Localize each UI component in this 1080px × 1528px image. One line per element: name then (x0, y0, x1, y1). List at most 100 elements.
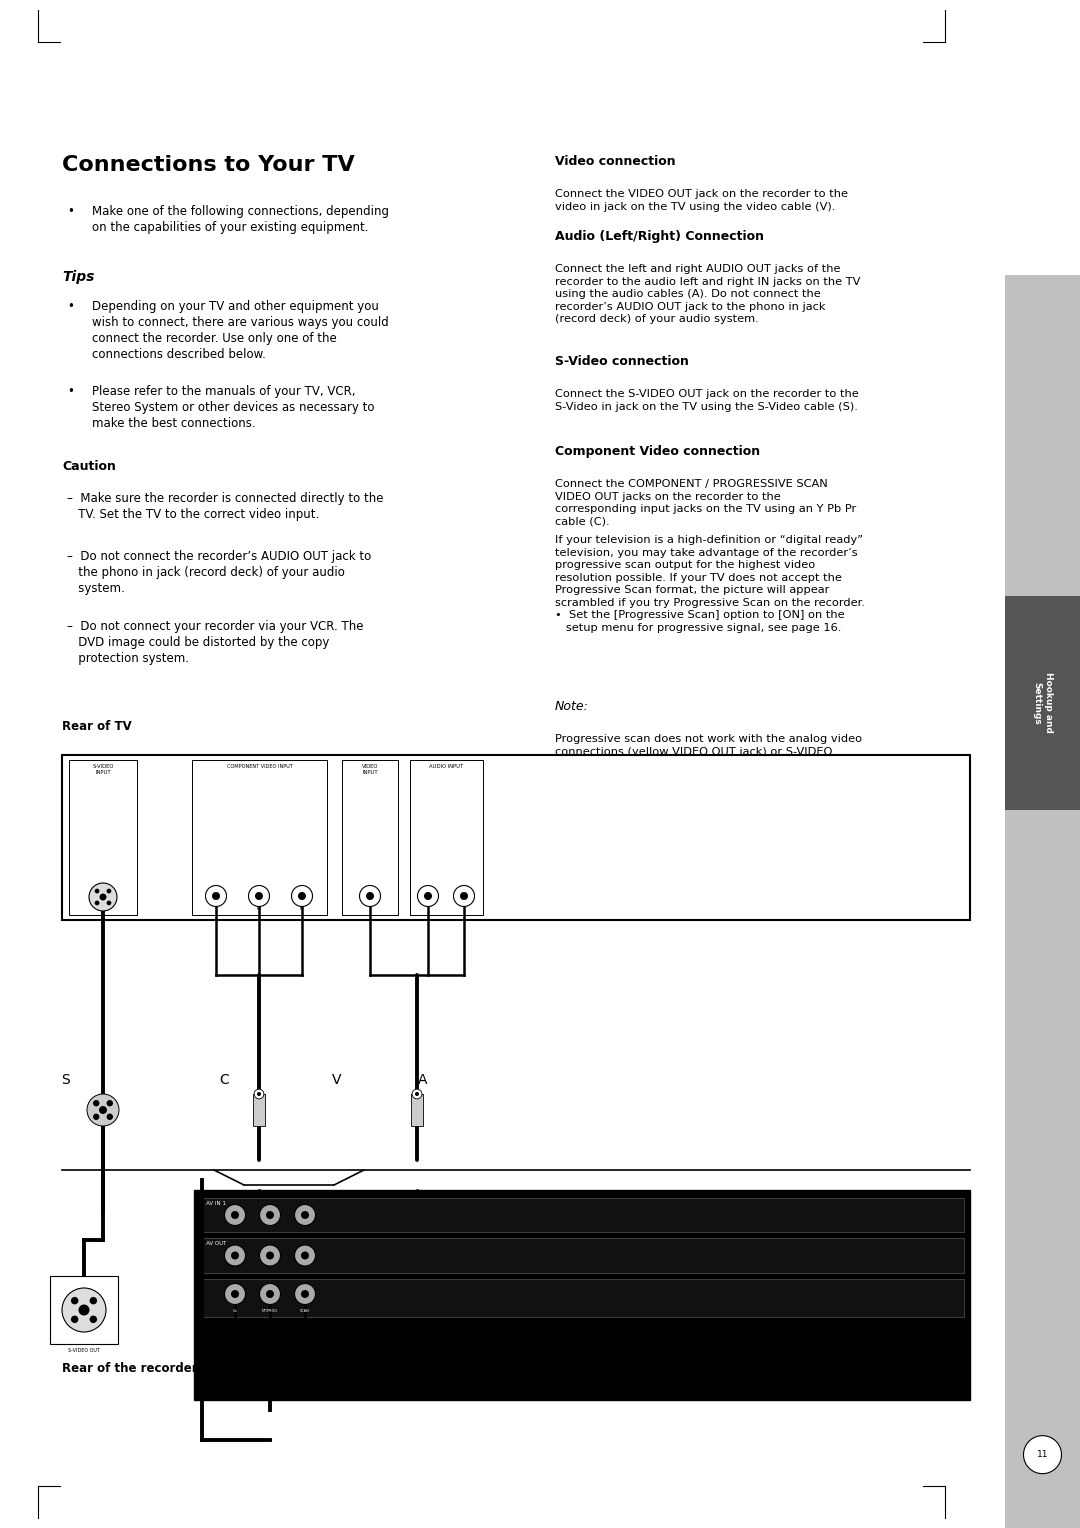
Circle shape (231, 1290, 239, 1297)
Text: Connections to Your TV: Connections to Your TV (62, 154, 354, 176)
Text: Connect the VIDEO OUT jack on the recorder to the
video in jack on the TV using : Connect the VIDEO OUT jack on the record… (555, 189, 848, 211)
Text: •: • (67, 299, 73, 313)
Circle shape (413, 1089, 422, 1099)
Text: Caution: Caution (62, 460, 116, 474)
Text: C: C (219, 1073, 229, 1086)
Circle shape (301, 1290, 309, 1297)
Bar (1005, 0, 1080, 275)
Text: Rear of the recorder: Rear of the recorder (62, 1361, 198, 1375)
Bar (192, 759, 327, 915)
Circle shape (99, 1106, 107, 1114)
Text: Pb: Pb (256, 908, 261, 911)
Circle shape (231, 1212, 239, 1219)
Circle shape (259, 1204, 281, 1225)
Bar (1005, 0, 1080, 1528)
Text: Component Video connection: Component Video connection (555, 445, 760, 458)
Text: Connect the S-VIDEO OUT jack on the recorder to the
S-Video in jack on the TV us: Connect the S-VIDEO OUT jack on the reco… (555, 390, 859, 411)
Bar (411, 1094, 422, 1126)
Circle shape (205, 886, 227, 906)
Circle shape (298, 892, 306, 900)
Circle shape (89, 883, 117, 911)
Circle shape (93, 1100, 99, 1106)
Text: NT/PROG: NT/PROG (262, 1309, 278, 1313)
Circle shape (266, 1290, 274, 1297)
Circle shape (71, 1316, 79, 1323)
Text: Once the setting for Progressive Scan output is
entered, an image will only be v: Once the setting for Progressive Scan ou… (555, 804, 861, 914)
Circle shape (424, 892, 432, 900)
Circle shape (301, 1251, 309, 1259)
Text: Audio (Left/Right) Connection: Audio (Left/Right) Connection (555, 231, 764, 243)
Circle shape (99, 894, 107, 900)
Circle shape (79, 1305, 90, 1316)
Circle shape (225, 1204, 245, 1225)
Bar (62, 755, 970, 920)
Circle shape (259, 1245, 281, 1267)
Text: –  Do not connect your recorder via your VCR. The
   DVD image could be distorte: – Do not connect your recorder via your … (67, 620, 364, 665)
Circle shape (266, 1251, 274, 1259)
Bar (410, 759, 483, 915)
Circle shape (266, 1212, 274, 1219)
Circle shape (107, 889, 111, 894)
Text: If your television is a high-definition or “digital ready”
television, you may t: If your television is a high-definition … (555, 535, 865, 633)
Text: Connect the left and right AUDIO OUT jacks of the
recorder to the audio left and: Connect the left and right AUDIO OUT jac… (555, 264, 861, 324)
Text: Tips: Tips (62, 270, 94, 284)
Bar (342, 759, 399, 915)
Circle shape (255, 892, 264, 900)
Text: Caution: Caution (555, 770, 609, 782)
Bar (200, 1279, 964, 1317)
Circle shape (231, 1251, 239, 1259)
Circle shape (301, 1212, 309, 1219)
Circle shape (95, 900, 99, 905)
Text: Pr: Pr (300, 908, 305, 911)
Bar (194, 1190, 970, 1400)
Text: Co: Co (232, 1309, 238, 1313)
Text: Depending on your TV and other equipment you
wish to connect, there are various : Depending on your TV and other equipment… (92, 299, 389, 361)
Text: •: • (67, 385, 73, 397)
Circle shape (257, 1093, 261, 1096)
Circle shape (292, 886, 312, 906)
Circle shape (418, 886, 438, 906)
Text: VIDEO
INPUT: VIDEO INPUT (362, 764, 378, 775)
Circle shape (295, 1245, 315, 1267)
Circle shape (225, 1284, 245, 1305)
Bar (69, 759, 137, 915)
Text: •: • (67, 205, 73, 219)
Circle shape (460, 892, 468, 900)
Circle shape (90, 1297, 97, 1305)
Text: SCAN: SCAN (300, 1309, 310, 1313)
Text: Y: Y (215, 908, 217, 911)
Circle shape (295, 1284, 315, 1305)
Text: COMPONENT VIDEO INPUT: COMPONENT VIDEO INPUT (227, 764, 293, 769)
Text: Connect the COMPONENT / PROGRESSIVE SCAN
VIDEO OUT jacks on the recorder to the
: Connect the COMPONENT / PROGRESSIVE SCAN… (555, 478, 856, 527)
Text: Make one of the following connections, depending
on the capabilities of your exi: Make one of the following connections, d… (92, 205, 389, 234)
Circle shape (254, 1089, 264, 1099)
Text: Note:: Note: (555, 700, 589, 714)
Circle shape (212, 892, 220, 900)
Bar (1005, 596, 1080, 810)
Text: 11: 11 (1037, 1450, 1049, 1459)
Text: –  Do not connect the recorder’s AUDIO OUT jack to
   the phono in jack (record : – Do not connect the recorder’s AUDIO OU… (67, 550, 372, 594)
Circle shape (95, 889, 99, 894)
Text: S: S (60, 1073, 70, 1086)
Text: Please refer to the manuals of your TV, VCR,
Stereo System or other devices as n: Please refer to the manuals of your TV, … (92, 385, 375, 429)
Text: AV IN 1: AV IN 1 (206, 1201, 226, 1206)
Circle shape (93, 1114, 99, 1120)
Circle shape (87, 1094, 119, 1126)
Text: S-VIDEO
INPUT: S-VIDEO INPUT (92, 764, 113, 775)
Text: S-Video connection: S-Video connection (555, 354, 689, 368)
Circle shape (90, 1316, 97, 1323)
Circle shape (415, 1093, 419, 1096)
Text: S-VIDEO OUT: S-VIDEO OUT (68, 1348, 100, 1352)
Bar (50, 1276, 118, 1345)
Circle shape (62, 1288, 106, 1332)
Circle shape (107, 1100, 113, 1106)
Text: Rear of TV: Rear of TV (62, 720, 132, 733)
Bar (200, 1198, 964, 1232)
Text: AUDIO INPUT: AUDIO INPUT (430, 764, 463, 769)
Circle shape (295, 1204, 315, 1225)
Circle shape (248, 886, 270, 906)
Text: Progressive scan does not work with the analog video
connections (yellow VIDEO O: Progressive scan does not work with the … (555, 733, 862, 769)
Bar (253, 1094, 265, 1126)
Text: Video connection: Video connection (555, 154, 676, 168)
Text: A: A (418, 1073, 428, 1086)
